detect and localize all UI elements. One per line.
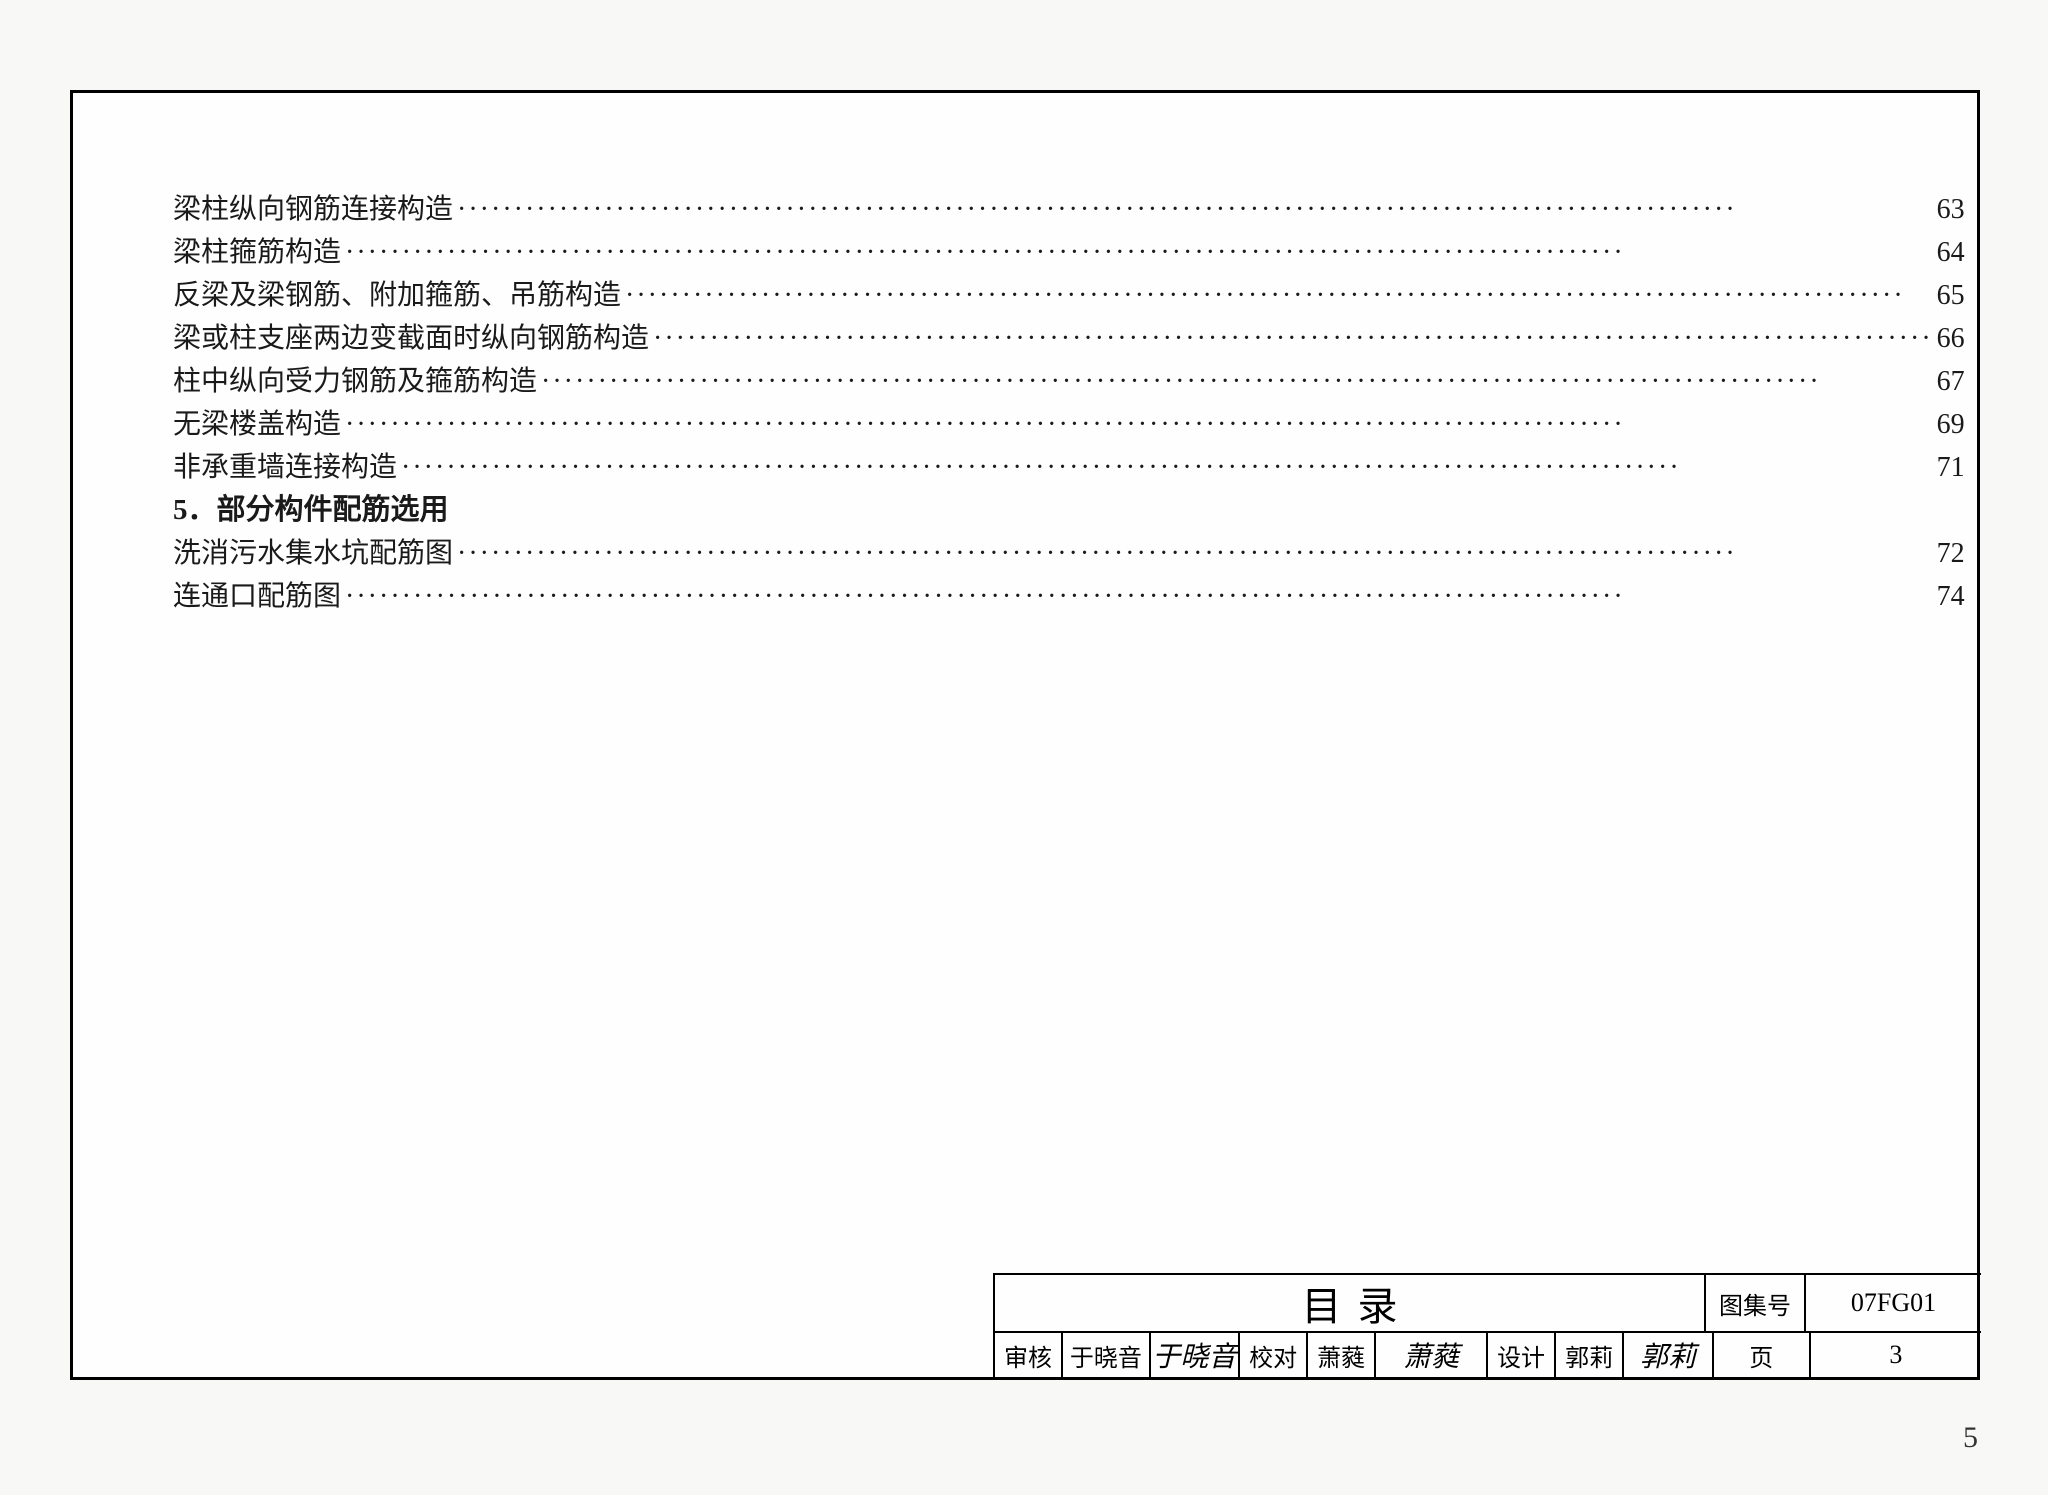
toc-page: 67: [1937, 360, 1965, 403]
reviewer-label: 审核: [995, 1333, 1063, 1377]
toc-page: 63: [1937, 188, 1965, 231]
toc-page: 66: [1937, 317, 1965, 360]
drawing-set-value: 07FG01: [1806, 1275, 1981, 1331]
toc-page: 71: [1937, 446, 1965, 489]
toc-entry: 梁柱箍筋构造 64: [173, 231, 1965, 274]
checker-label: 校对: [1240, 1333, 1308, 1377]
reviewer-name: 于晓音: [1063, 1333, 1151, 1377]
page-value: 3: [1811, 1333, 1981, 1377]
toc-title: 非承重墙连接构造: [173, 446, 397, 489]
toc-section-heading: 5．部分构件配筋选用: [173, 489, 1965, 532]
toc-entry: 梁或柱支座两边变截面时纵向钢筋构造 66: [173, 317, 1965, 360]
toc-leader: [397, 446, 1937, 489]
toc-title: 梁柱纵向钢筋连接构造: [173, 188, 453, 231]
title-block-title: 目录: [995, 1275, 1706, 1331]
toc-entry: 反梁及梁钢筋、附加箍筋、吊筋构造 65: [173, 274, 1965, 317]
toc-page: 69: [1937, 403, 1965, 446]
toc-entry: 非承重墙连接构造 71: [173, 446, 1965, 489]
toc-page: 64: [1937, 231, 1965, 274]
drawing-frame: 梁柱纵向钢筋连接构造 63 梁柱箍筋构造 64 反梁及梁钢筋、附加箍筋、吊筋构造 65…: [70, 90, 1980, 1380]
toc-leader: [341, 403, 1937, 446]
toc-leader: [649, 317, 1937, 360]
toc-title: 无梁楼盖构造: [173, 403, 341, 446]
toc-title: 洗消污水集水坑配筋图: [173, 532, 453, 575]
toc-leader: [453, 188, 1937, 231]
designer-signature: 郭莉: [1624, 1333, 1713, 1377]
title-block-row2: 审核 于晓音 于晓音 校对 萧蕤 萧蕤 设计 郭莉 郭莉 页 3: [995, 1333, 1981, 1377]
drawing-set-label: 图集号: [1706, 1275, 1806, 1331]
toc-leader: [453, 532, 1937, 575]
toc-content: 梁柱纵向钢筋连接构造63 梁柱箍筋构造64 反梁及梁钢筋、附加箍筋、吊筋构造65…: [173, 188, 1893, 618]
toc-title: 反梁及梁钢筋、附加箍筋、吊筋构造: [173, 274, 621, 317]
toc-entry: 无梁楼盖构造 69: [173, 403, 1965, 446]
title-block: 目录 图集号 07FG01 审核 于晓音 于晓音 校对 萧蕤 萧蕤 设计 郭莉 …: [993, 1273, 1981, 1377]
toc-page: 65: [1937, 274, 1965, 317]
toc-leader: [341, 575, 1937, 618]
toc-left-column: 梁柱纵向钢筋连接构造 63 梁柱箍筋构造 64 反梁及梁钢筋、附加箍筋、吊筋构造 65…: [173, 188, 1965, 618]
toc-leader: [537, 360, 1937, 403]
scan-page-number: 5: [1963, 1421, 1978, 1455]
page-label: 页: [1714, 1333, 1811, 1377]
toc-title: 柱中纵向受力钢筋及箍筋构造: [173, 360, 537, 403]
checker-signature: 萧蕤: [1376, 1333, 1488, 1377]
toc-leader: [621, 274, 1937, 317]
checker-name: 萧蕤: [1308, 1333, 1376, 1377]
toc-title: 连通口配筋图: [173, 575, 341, 618]
toc-page: 72: [1937, 532, 1965, 575]
title-block-row1: 目录 图集号 07FG01: [995, 1275, 1981, 1333]
toc-title: 梁或柱支座两边变截面时纵向钢筋构造: [173, 317, 649, 360]
designer-label: 设计: [1488, 1333, 1556, 1377]
reviewer-signature: 于晓音: [1151, 1333, 1240, 1377]
designer-name: 郭莉: [1556, 1333, 1624, 1377]
toc-leader: [341, 231, 1937, 274]
toc-entry: 洗消污水集水坑配筋图 72: [173, 532, 1965, 575]
toc-entry: 连通口配筋图 74: [173, 575, 1965, 618]
toc-page: 74: [1937, 575, 1965, 618]
toc-entry: 梁柱纵向钢筋连接构造 63: [173, 188, 1965, 231]
toc-entry: 柱中纵向受力钢筋及箍筋构造 67: [173, 360, 1965, 403]
toc-title: 梁柱箍筋构造: [173, 231, 341, 274]
